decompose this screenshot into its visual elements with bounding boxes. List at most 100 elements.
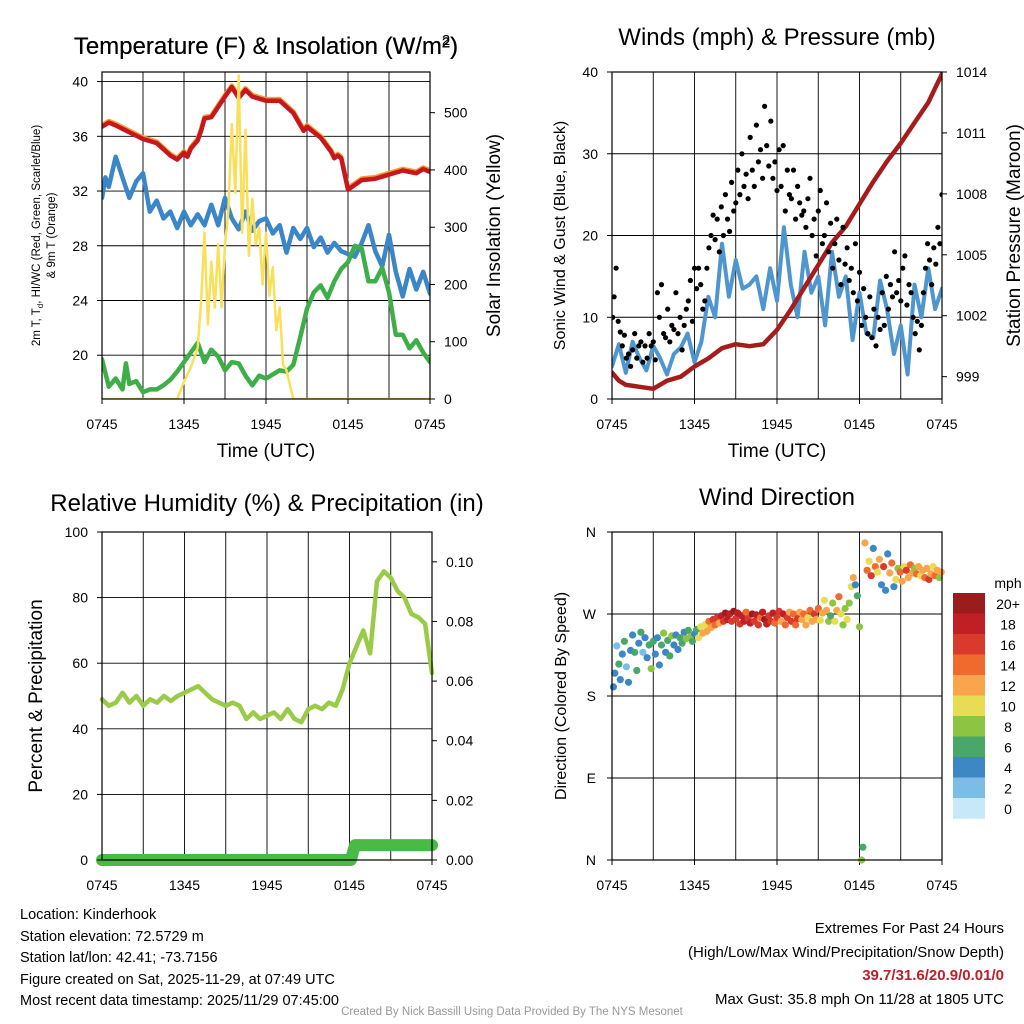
direction-point bbox=[843, 615, 851, 624]
direction-point bbox=[896, 568, 904, 576]
gust-point bbox=[706, 245, 712, 251]
direction-point bbox=[859, 843, 867, 851]
gust-point bbox=[615, 318, 621, 324]
gust-point bbox=[760, 175, 766, 181]
direction-point bbox=[825, 617, 833, 625]
direction-point bbox=[771, 619, 779, 627]
colorbar-label: 14 bbox=[1000, 658, 1016, 674]
gust-point bbox=[669, 322, 675, 328]
gust-point bbox=[710, 212, 716, 218]
gust-point bbox=[830, 265, 836, 271]
gust-point bbox=[677, 314, 683, 320]
gust-point bbox=[836, 257, 842, 263]
gust-point bbox=[823, 200, 830, 206]
panel-title: Temperature (F) & Insolation (W/m²) bbox=[74, 33, 458, 60]
gust-point bbox=[799, 212, 805, 218]
direction-point bbox=[732, 615, 740, 623]
gust-point bbox=[772, 159, 778, 165]
colorbar-label: 2 bbox=[1004, 781, 1012, 797]
gust-point bbox=[634, 355, 640, 361]
x-tick-label: 1945 bbox=[250, 416, 281, 432]
extremes-box: Extremes For Past 24 Hours (High/Low/Max… bbox=[688, 917, 1004, 1011]
gust-point bbox=[671, 326, 677, 333]
gust-point bbox=[902, 253, 908, 259]
gust-point bbox=[612, 314, 616, 320]
gust-point bbox=[628, 363, 634, 369]
series-group bbox=[102, 74, 430, 399]
direction-point bbox=[666, 652, 674, 660]
direction-point bbox=[935, 574, 943, 582]
direction-point bbox=[798, 615, 806, 624]
direction-point bbox=[676, 634, 684, 642]
gust-point bbox=[652, 357, 658, 363]
colorbar: mph 20+ 18 16 14 12 10 8 6 4 2 0 bbox=[953, 575, 1022, 819]
direction-point bbox=[655, 661, 664, 669]
gust-point bbox=[689, 318, 696, 324]
direction-point bbox=[925, 575, 933, 584]
direction-point bbox=[829, 599, 837, 607]
panel-title: Wind Direction bbox=[699, 484, 855, 511]
gust-point bbox=[863, 314, 869, 320]
y2-tick-label: 1014 bbox=[956, 64, 987, 80]
gust-point bbox=[733, 200, 739, 206]
temperature-panel: 0745 1345 1945 0145 0745 Temperature (F) & In… bbox=[31, 32, 505, 462]
gust-point bbox=[790, 167, 797, 173]
direction-point bbox=[853, 592, 862, 600]
direction-point bbox=[616, 676, 624, 684]
gust-point bbox=[801, 208, 807, 214]
y2-tick-label: 0.02 bbox=[446, 792, 473, 808]
y-tick-label: 80 bbox=[72, 590, 88, 606]
gust-point bbox=[702, 298, 708, 304]
y-tick-label: 60 bbox=[72, 655, 88, 671]
gust-point bbox=[757, 147, 764, 153]
y2-axis-label: Station Pressure (Maroon) bbox=[1004, 124, 1024, 347]
direction-point bbox=[845, 599, 853, 607]
colorbar-swatch bbox=[953, 757, 985, 778]
max-gust-text: Max Gust: 35.8 mph On 11/28 at 1805 UTC bbox=[714, 990, 1004, 1008]
direction-point bbox=[884, 550, 892, 558]
x-tick-label: 1345 bbox=[169, 877, 200, 893]
y2-tick-label: 0.06 bbox=[446, 673, 473, 689]
gust-point bbox=[755, 159, 762, 165]
gust-point bbox=[700, 306, 706, 312]
direction-point bbox=[820, 596, 829, 604]
gust-point bbox=[922, 265, 929, 271]
gust-point bbox=[687, 277, 694, 284]
gust-point bbox=[718, 204, 724, 210]
colorbar-label: 4 bbox=[1004, 760, 1012, 776]
direction-point bbox=[789, 610, 798, 618]
y-tick-label: W bbox=[583, 606, 597, 622]
direction-point bbox=[831, 617, 839, 625]
gust-point bbox=[892, 249, 898, 255]
gust-point bbox=[828, 220, 834, 226]
gust-point bbox=[826, 249, 832, 255]
gust-point bbox=[939, 192, 942, 198]
direction-point bbox=[898, 577, 906, 585]
gust-point bbox=[642, 343, 648, 349]
direction-point bbox=[816, 616, 824, 625]
series-line-td bbox=[102, 243, 430, 395]
created-text: Figure created on Sat, 2025-11-29, at 07… bbox=[20, 971, 335, 988]
gust-point bbox=[683, 306, 689, 312]
direction-point bbox=[873, 568, 882, 576]
direction-point bbox=[882, 586, 890, 594]
gust-point bbox=[873, 343, 879, 349]
y-tick-label: 40 bbox=[582, 64, 598, 80]
gust-point bbox=[817, 187, 823, 194]
direction-point bbox=[633, 666, 641, 675]
gust-point bbox=[770, 175, 776, 181]
gust-point bbox=[807, 175, 813, 181]
direction-point bbox=[890, 583, 898, 591]
gust-point bbox=[749, 167, 755, 173]
gust-point bbox=[696, 265, 702, 271]
x-tick-label: 1345 bbox=[679, 416, 710, 432]
gust-point bbox=[708, 232, 714, 239]
gust-point bbox=[861, 286, 867, 292]
gust-point bbox=[918, 322, 925, 328]
gust-point bbox=[935, 224, 941, 230]
y-tick-label: 24 bbox=[72, 292, 88, 308]
gust-point bbox=[679, 347, 685, 353]
gust-point bbox=[661, 331, 667, 337]
colorbar-label: 16 bbox=[1000, 637, 1016, 653]
direction-point bbox=[637, 628, 645, 636]
